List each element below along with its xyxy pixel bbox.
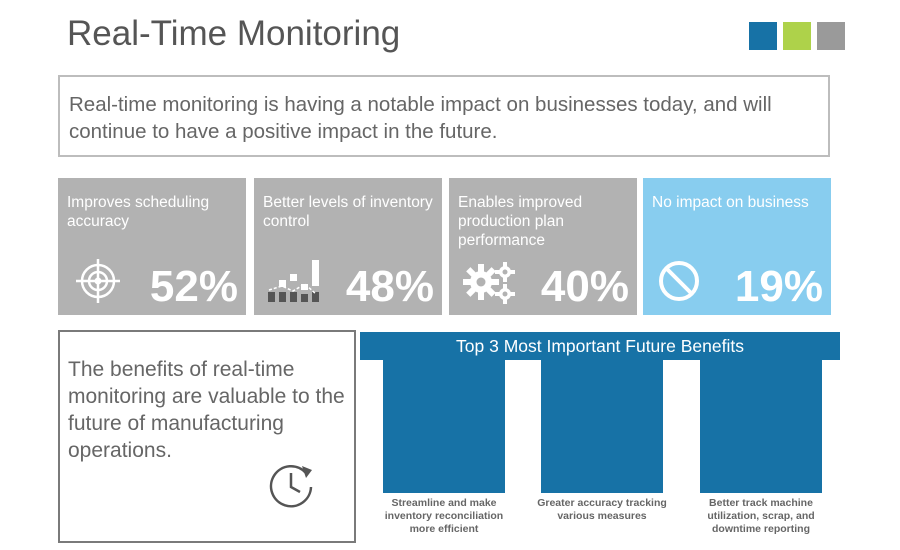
bar-line-chart-icon bbox=[268, 260, 319, 302]
stat-label: Enables improved production plan perform… bbox=[458, 194, 583, 249]
stat-label: Improves scheduling accuracy bbox=[67, 194, 210, 230]
category-label-2: Greater accuracy tracking various measure… bbox=[537, 497, 667, 522]
stat-tile-production: Enables improved production plan perform… bbox=[449, 178, 637, 315]
stat-tile-scheduling: Improves scheduling accuracy 52% bbox=[58, 178, 246, 315]
bar-2 bbox=[541, 360, 663, 493]
stat-value: 52% bbox=[149, 262, 238, 311]
bar-3 bbox=[700, 360, 822, 493]
no-symbol-icon bbox=[659, 261, 699, 301]
stat-value: 48% bbox=[345, 262, 434, 311]
stat-tile-inventory: Better levels of inventory control 48% bbox=[254, 178, 442, 315]
chart-title: Top 3 Most Important Future Benefits bbox=[360, 332, 840, 360]
blue-square-decoration bbox=[749, 22, 777, 50]
stat-label: No impact on business bbox=[652, 194, 809, 211]
gears-icon bbox=[463, 262, 515, 304]
bar-1 bbox=[383, 360, 505, 493]
category-label-3: Better track machine utilization, scrap, … bbox=[707, 497, 814, 535]
category-label-1: Streamline and make inventory reconciliat… bbox=[385, 497, 503, 535]
benefits-note-text: The benefits of real-time monitoring are… bbox=[68, 358, 345, 462]
gray-square-decoration bbox=[817, 22, 845, 50]
stat-value: 40% bbox=[540, 262, 629, 311]
clock-refresh-icon bbox=[269, 465, 313, 508]
benefits-note-box: The benefits of real-time monitoring are… bbox=[58, 330, 356, 543]
target-icon bbox=[76, 259, 120, 303]
green-square-decoration bbox=[783, 22, 811, 50]
stat-value: 19% bbox=[734, 262, 823, 311]
stat-label: Better levels of inventory control bbox=[263, 194, 433, 230]
stat-tile-no-impact: No impact on business 19% bbox=[643, 178, 831, 315]
page-title: Real-Time Monitoring bbox=[67, 14, 401, 53]
intro-text: Real-time monitoring is having a notable… bbox=[58, 75, 830, 157]
